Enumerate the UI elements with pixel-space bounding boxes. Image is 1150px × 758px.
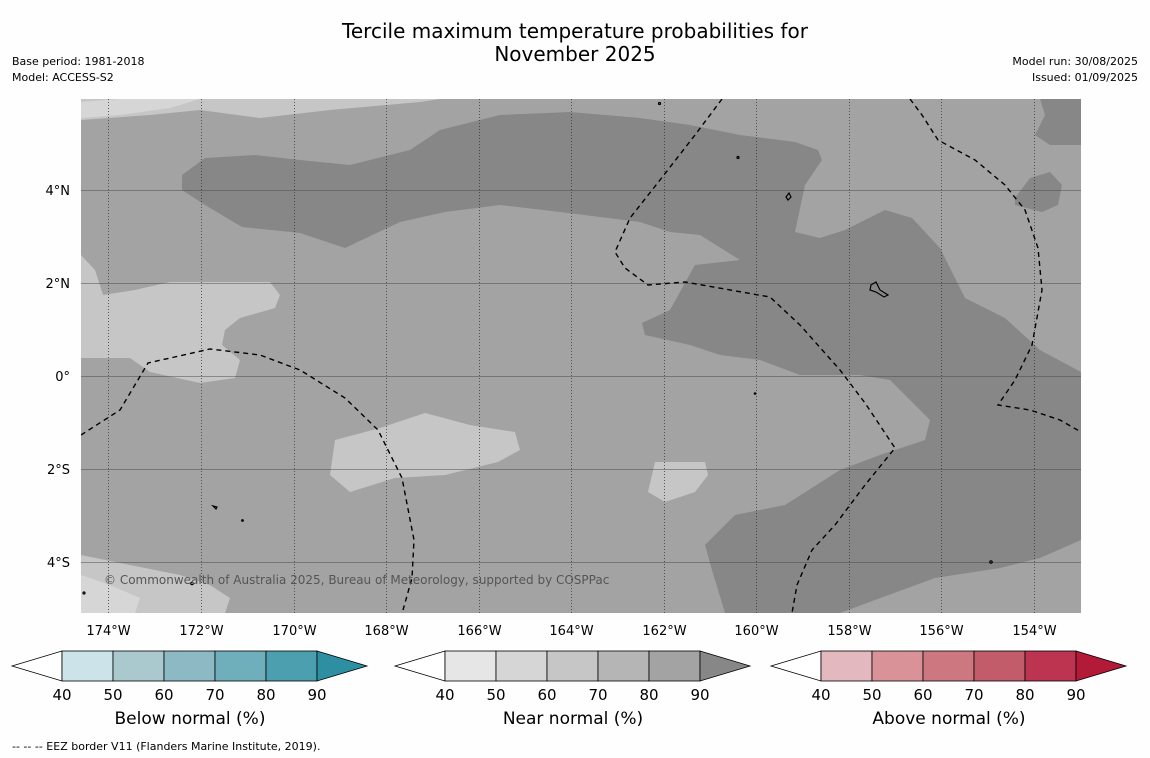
model-run-text: Model run: 30/08/2025 bbox=[1012, 55, 1138, 68]
lon-label: 166°W bbox=[457, 624, 501, 639]
latitude-gridlines bbox=[81, 190, 1081, 563]
colorbar-segment bbox=[597, 650, 650, 682]
colorbar-tick-label: 70 bbox=[205, 686, 224, 704]
colorbar-tick-label: 80 bbox=[639, 686, 658, 704]
lon-label: 164°W bbox=[549, 624, 593, 639]
colorbar-tick-label: 60 bbox=[154, 686, 173, 704]
colorbar-segment bbox=[973, 650, 1026, 682]
colorbar-tick-label: 60 bbox=[913, 686, 932, 704]
colorbar-tick-label: 40 bbox=[435, 686, 454, 704]
colorbar-tick-label: 70 bbox=[588, 686, 607, 704]
colorbar-label-above: Above normal (%) bbox=[872, 709, 1026, 729]
colorbar-segment bbox=[265, 650, 318, 682]
colorbar-extend-high bbox=[699, 650, 752, 682]
colorbar-segment bbox=[648, 650, 701, 682]
colorbar-tick-label: 40 bbox=[811, 686, 830, 704]
colorbar-tick-label: 90 bbox=[1066, 686, 1085, 704]
colorbar-label-near: Near normal (%) bbox=[502, 709, 644, 729]
colorbar-tick-label: 90 bbox=[690, 686, 709, 704]
islands bbox=[82, 101, 993, 595]
colorbar-above-normal: 40 50 60 70 80 90 bbox=[769, 650, 1128, 704]
colorbar-tick-label: 60 bbox=[537, 686, 556, 704]
base-period-text: Base period: 1981-2018 bbox=[12, 55, 145, 68]
colorbar-tick-label: 50 bbox=[103, 686, 122, 704]
lon-label: 160°W bbox=[734, 624, 778, 639]
colorbar-segment bbox=[546, 650, 599, 682]
colorbar-segment bbox=[444, 650, 497, 682]
colorbar-segment bbox=[871, 650, 924, 682]
lon-label: 154°W bbox=[1012, 624, 1056, 639]
chart-title-line1: Tercile maximum temperature probabilitie… bbox=[342, 19, 808, 43]
chart-title-line2: November 2025 bbox=[494, 42, 656, 66]
map-area: © Commonwealth of Australia 2025, Bureau… bbox=[81, 99, 1081, 613]
lon-label: 172°W bbox=[179, 624, 223, 639]
colorbar-extend-low bbox=[10, 650, 63, 682]
eez-borders bbox=[81, 99, 1081, 613]
colorbar-segment bbox=[61, 650, 114, 682]
lon-label: 162°W bbox=[642, 624, 686, 639]
lat-label: 4°N bbox=[46, 184, 71, 199]
colorbar-tick-label: 80 bbox=[1015, 686, 1034, 704]
lon-label: 174°W bbox=[86, 624, 130, 639]
longitude-labels: 174°W 172°W 170°W 168°W 166°W 164°W 162°… bbox=[86, 624, 1056, 639]
colorbar-below-normal: 40 50 60 70 80 90 bbox=[10, 650, 369, 704]
lat-label: 2°S bbox=[47, 463, 70, 478]
colorbar-segment bbox=[922, 650, 975, 682]
lon-label: 158°W bbox=[827, 624, 871, 639]
colorbar-segment bbox=[214, 650, 267, 682]
lon-label: 170°W bbox=[272, 624, 316, 639]
colorbar-segment bbox=[820, 650, 873, 682]
lat-label: 0° bbox=[55, 370, 70, 385]
colorbar-near-normal: 40 50 60 70 80 90 bbox=[393, 650, 752, 704]
colorbar-tick-label: 50 bbox=[486, 686, 505, 704]
colorbar-segment bbox=[495, 650, 548, 682]
lon-label: 156°W bbox=[919, 624, 963, 639]
lat-label: 4°S bbox=[47, 556, 70, 571]
lon-label: 168°W bbox=[364, 624, 408, 639]
colorbar-extend-high bbox=[1075, 650, 1128, 682]
eez-footnote: -- -- -- EEZ border V11 (Flanders Marine… bbox=[12, 740, 321, 753]
run-info: Model run: 30/08/2025 Issued: 01/09/2025 bbox=[1012, 54, 1138, 86]
colorbar-tick-label: 40 bbox=[52, 686, 71, 704]
issued-text: Issued: 01/09/2025 bbox=[1031, 71, 1138, 84]
colorbar-segment bbox=[1024, 650, 1077, 682]
colorbar-label-below: Below normal (%) bbox=[114, 709, 266, 729]
colorbar-tick-label: 90 bbox=[307, 686, 326, 704]
colorbar-tick-label: 50 bbox=[862, 686, 881, 704]
base-info: Base period: 1981-2018 Model: ACCESS-S2 bbox=[12, 54, 144, 86]
colorbar-extend-low bbox=[393, 650, 446, 682]
latitude-labels: 4°N 2°N 0° 2°S 4°S bbox=[46, 184, 71, 571]
model-text: Model: ACCESS-S2 bbox=[12, 71, 114, 84]
colorbar-extend-high bbox=[316, 650, 369, 682]
colorbar-segment bbox=[112, 650, 165, 682]
lat-label: 2°N bbox=[46, 277, 71, 292]
colorbar-segment bbox=[163, 650, 216, 682]
colorbar-extend-low bbox=[769, 650, 822, 682]
copyright-text: © Commonwealth of Australia 2025, Bureau… bbox=[104, 573, 609, 587]
colorbar-tick-label: 70 bbox=[964, 686, 983, 704]
colorbar-tick-label: 80 bbox=[256, 686, 275, 704]
lighter-probability-regions bbox=[81, 99, 200, 613]
dark-probability-regions bbox=[182, 99, 1081, 613]
